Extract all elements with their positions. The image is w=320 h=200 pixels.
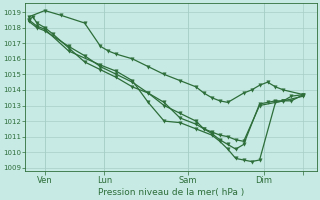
X-axis label: Pression niveau de la mer( hPa ): Pression niveau de la mer( hPa ): [98, 188, 244, 197]
